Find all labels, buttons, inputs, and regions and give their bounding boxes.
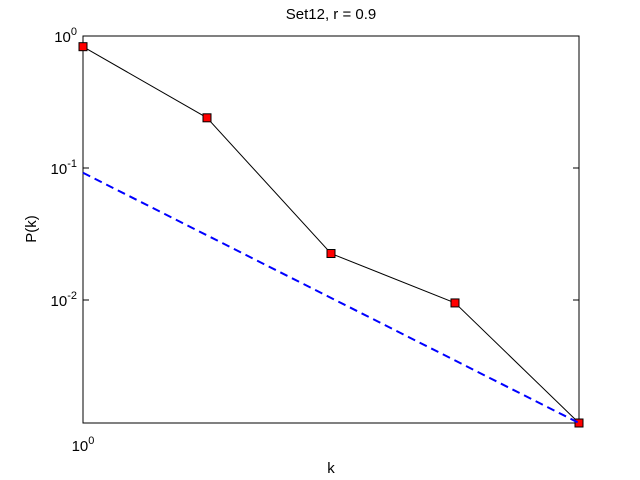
series-line <box>82 171 580 424</box>
y-axis-label: P(k) <box>23 215 40 243</box>
plot-area <box>82 35 580 424</box>
marker <box>574 418 584 428</box>
x-axis-label: k <box>327 460 335 477</box>
tick-label: 100 <box>54 26 77 46</box>
tick-label: 10-2 <box>51 290 77 310</box>
chart-title: Set12, r = 0.9 <box>286 6 376 23</box>
tick-label: 100 <box>72 435 95 455</box>
marker <box>450 298 460 308</box>
marker <box>202 113 212 123</box>
tick-label: 10-1 <box>51 158 77 178</box>
marker <box>326 249 336 259</box>
marker <box>78 42 88 52</box>
